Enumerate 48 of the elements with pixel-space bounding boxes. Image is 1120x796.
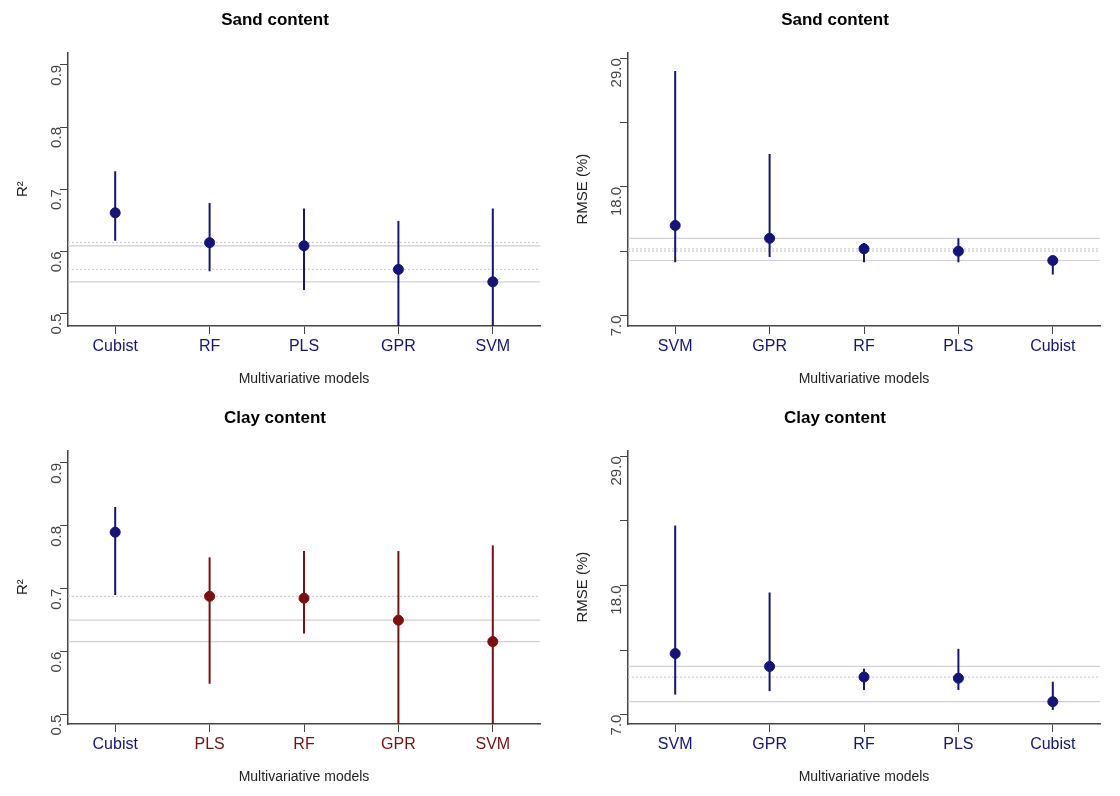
x-tick-label: SVM — [475, 735, 511, 753]
y-tick-label: 7.0 — [607, 315, 625, 337]
y-tick-label: 18.0 — [607, 585, 625, 615]
x-tick-label: RF — [293, 735, 315, 753]
x-tick-label: RF — [853, 337, 875, 355]
x-tick-label: SVM — [657, 337, 693, 355]
x-tick-label: SVM — [475, 337, 511, 355]
x-tick-label: Cubist — [92, 337, 139, 355]
chart-title: Clay content — [783, 407, 887, 427]
x-tick-label: PLS — [943, 735, 974, 753]
x-tick-label: Cubist — [1030, 337, 1077, 355]
chart-title: Sand content — [781, 9, 890, 29]
y-tick-label: 7.0 — [607, 714, 625, 736]
x-tick-label: PLS — [194, 735, 225, 753]
y-tick-label: 0.9 — [47, 64, 65, 86]
y-tick-label: 0.6 — [47, 651, 65, 673]
y-tick-label: 29.0 — [607, 58, 625, 88]
x-tick-label: PLS — [943, 337, 974, 355]
x-tick-label: Cubist — [92, 735, 139, 753]
y-axis-title: R² — [13, 579, 31, 596]
x-axis-title: Multivariative models — [798, 768, 930, 785]
x-tick-label: SVM — [657, 735, 693, 753]
x-tick-label: GPR — [752, 337, 787, 355]
x-tick-label: PLS — [288, 337, 320, 355]
x-tick-label: GPR — [381, 735, 416, 753]
y-tick-label: 0.7 — [47, 588, 65, 610]
y-axis-title: RMSE (%) — [573, 551, 591, 623]
y-tick-label: 0.9 — [47, 462, 65, 484]
x-tick-label: GPR — [381, 337, 416, 355]
y-tick-label: 0.8 — [47, 127, 65, 148]
x-axis-title: Multivariative models — [798, 370, 930, 387]
chart-title: Sand content — [221, 9, 330, 29]
x-tick-label: RF — [853, 735, 875, 753]
x-tick-label: Cubist — [1030, 735, 1077, 753]
chart-title: Clay content — [223, 407, 327, 427]
y-tick-label: 0.8 — [47, 525, 65, 547]
y-tick-label: 0.5 — [47, 714, 65, 736]
y-tick-label: 0.6 — [47, 251, 65, 273]
y-tick-label: 0.5 — [47, 313, 65, 335]
y-axis-title: RMSE (%) — [573, 153, 591, 225]
x-axis-title: Multivariative models — [238, 768, 370, 785]
x-tick-label: GPR — [752, 735, 787, 753]
y-tick-label: 29.0 — [607, 456, 625, 486]
y-tick-label: 0.7 — [47, 189, 65, 211]
x-tick-label: RF — [198, 337, 221, 355]
y-tick-label: 18.0 — [607, 186, 625, 217]
x-axis-title: Multivariative models — [238, 370, 370, 387]
y-axis-title: R² — [13, 181, 31, 198]
